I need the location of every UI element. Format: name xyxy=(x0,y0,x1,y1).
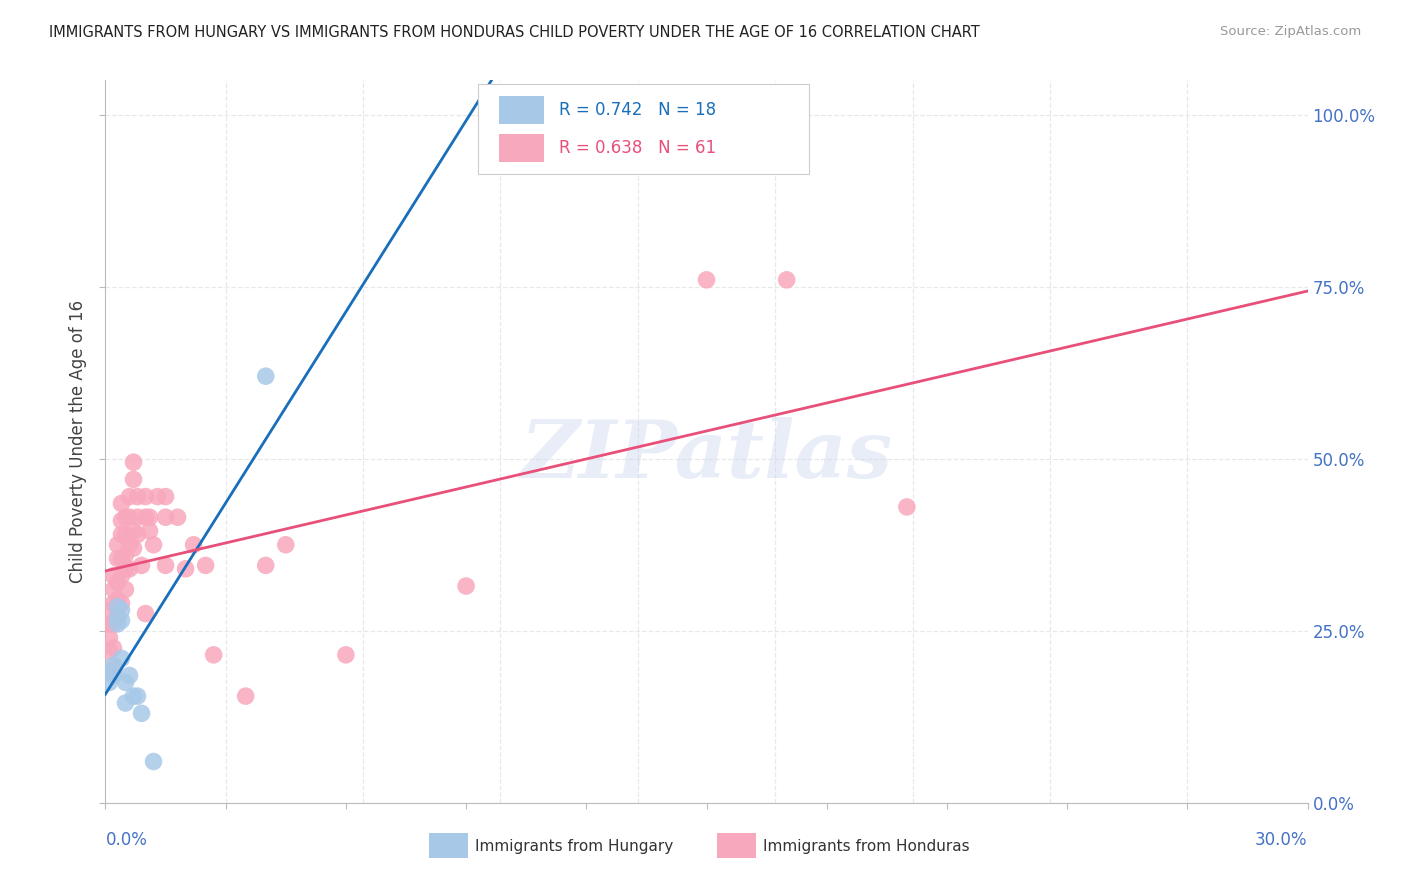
Point xyxy=(98,665,121,679)
Point xyxy=(114,548,136,562)
Point xyxy=(696,273,718,287)
Point xyxy=(110,603,132,617)
Point xyxy=(202,648,225,662)
Point xyxy=(110,614,132,628)
Point xyxy=(114,675,136,690)
Point xyxy=(110,651,132,665)
Point xyxy=(118,562,141,576)
Text: 30.0%: 30.0% xyxy=(1256,831,1308,849)
Point xyxy=(155,490,177,504)
Point xyxy=(235,689,257,703)
Text: R = 0.638   N = 61: R = 0.638 N = 61 xyxy=(558,139,716,157)
Point xyxy=(98,675,121,690)
Point xyxy=(122,689,145,703)
Point xyxy=(110,551,132,566)
Point xyxy=(118,538,141,552)
Point xyxy=(98,644,121,658)
Point xyxy=(114,562,136,576)
Point xyxy=(103,596,125,610)
Point xyxy=(98,631,121,645)
Point xyxy=(118,668,141,682)
Point xyxy=(131,558,153,573)
Point xyxy=(107,592,129,607)
Point xyxy=(127,689,149,703)
Text: R = 0.742   N = 18: R = 0.742 N = 18 xyxy=(558,101,716,119)
Point xyxy=(98,616,121,631)
Text: Source: ZipAtlas.com: Source: ZipAtlas.com xyxy=(1220,25,1361,38)
Point xyxy=(155,558,177,573)
Point xyxy=(110,568,132,582)
Point xyxy=(142,755,165,769)
Point xyxy=(107,616,129,631)
Point xyxy=(142,538,165,552)
Point xyxy=(107,599,129,614)
Point xyxy=(127,527,149,541)
Point xyxy=(183,538,205,552)
Point xyxy=(103,658,125,673)
Point xyxy=(127,510,149,524)
Point xyxy=(103,616,125,631)
Point xyxy=(107,610,129,624)
Point xyxy=(110,496,132,510)
Point xyxy=(103,640,125,655)
Point xyxy=(274,538,297,552)
Point xyxy=(114,510,136,524)
Point xyxy=(107,551,129,566)
Point xyxy=(103,568,125,582)
Point xyxy=(110,527,132,541)
Bar xyxy=(499,135,544,162)
Point xyxy=(107,575,129,590)
Point xyxy=(135,607,157,621)
Point xyxy=(454,579,477,593)
Point xyxy=(103,662,125,676)
Point xyxy=(254,558,277,573)
Point xyxy=(155,510,177,524)
Point xyxy=(107,610,129,624)
Bar xyxy=(499,96,544,124)
Point xyxy=(335,648,357,662)
Point xyxy=(135,510,157,524)
Point xyxy=(98,603,121,617)
Point xyxy=(174,562,197,576)
Point xyxy=(122,541,145,556)
Text: 0.0%: 0.0% xyxy=(105,831,148,849)
Point xyxy=(107,538,129,552)
Point xyxy=(110,596,132,610)
Point xyxy=(103,668,125,682)
Point xyxy=(114,527,136,541)
Point xyxy=(135,490,157,504)
Point xyxy=(146,490,169,504)
Y-axis label: Child Poverty Under the Age of 16: Child Poverty Under the Age of 16 xyxy=(69,300,87,583)
Point xyxy=(127,490,149,504)
Point xyxy=(194,558,217,573)
Text: IMMIGRANTS FROM HUNGARY VS IMMIGRANTS FROM HONDURAS CHILD POVERTY UNDER THE AGE : IMMIGRANTS FROM HUNGARY VS IMMIGRANTS FR… xyxy=(49,25,980,40)
Point xyxy=(110,514,132,528)
Point xyxy=(896,500,918,514)
Point xyxy=(122,524,145,538)
Point xyxy=(138,510,160,524)
Point xyxy=(254,369,277,384)
Point xyxy=(122,472,145,486)
Point xyxy=(776,273,799,287)
Point xyxy=(131,706,153,721)
Point xyxy=(166,510,188,524)
FancyBboxPatch shape xyxy=(478,84,808,174)
Point xyxy=(122,455,145,469)
Point xyxy=(118,510,141,524)
Point xyxy=(118,490,141,504)
Point xyxy=(114,582,136,597)
Text: Immigrants from Honduras: Immigrants from Honduras xyxy=(763,839,970,854)
Text: ZIPatlas: ZIPatlas xyxy=(520,417,893,495)
Text: Immigrants from Hungary: Immigrants from Hungary xyxy=(475,839,673,854)
Point xyxy=(103,582,125,597)
Point xyxy=(138,524,160,538)
Point xyxy=(114,696,136,710)
